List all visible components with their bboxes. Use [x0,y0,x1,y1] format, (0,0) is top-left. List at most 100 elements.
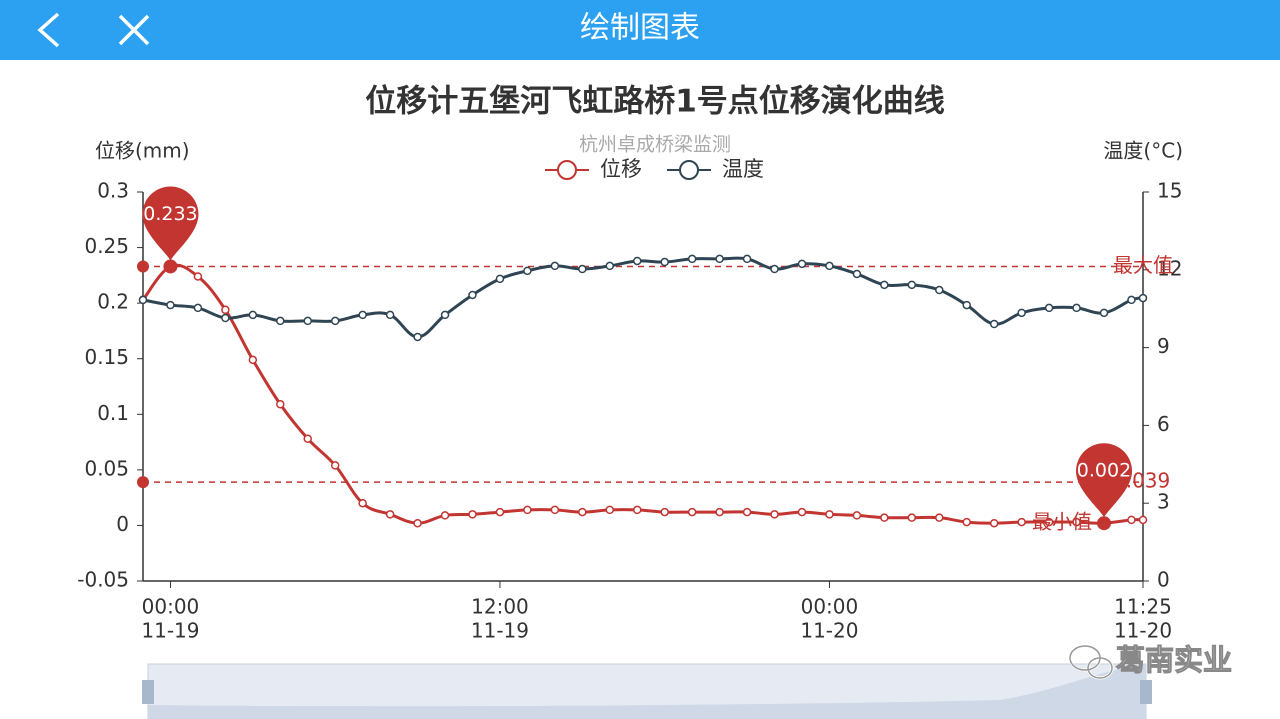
data-point [550,505,560,515]
y-tick-label: 0.05 [84,456,129,480]
data-point [385,310,395,320]
back-button[interactable] [37,12,60,48]
data-point [770,264,779,274]
y-axis-label: 位移(mm) [95,139,190,163]
data-point [770,510,779,519]
data-point [1127,295,1136,305]
y2-tick-label: 9 [1157,334,1170,358]
data-point [687,254,697,264]
mark-point-pin [142,186,199,261]
watermark-icon [1087,657,1113,679]
x-tick-date: 11-19 [471,619,529,643]
data-point [742,254,752,264]
data-point [495,274,505,284]
data-point [193,303,203,313]
data-point [523,505,532,515]
data-point [276,316,285,326]
data-point [989,518,999,528]
legend-label: 位移 [600,157,642,181]
series-line [141,263,1144,525]
data-point [358,498,367,508]
data-point [468,290,477,300]
data-point [440,511,450,520]
data-point [907,280,917,290]
x-tick-label: 00:00 [801,595,859,619]
data-point [330,316,340,326]
data-point [852,511,862,520]
data-point [495,507,505,517]
data-point [632,256,642,266]
data-point [935,513,944,522]
data-point [385,510,395,519]
data-point [825,510,834,519]
legend-marker [679,160,699,180]
data-point [1138,515,1148,525]
chart-subtitle: 杭州卓成桥梁监测 [579,134,731,156]
data-point [1044,517,1054,527]
data-point [797,259,807,269]
data-point [413,332,422,342]
data-point [330,461,340,470]
data-point [935,285,944,295]
data-point [550,261,560,271]
close-button[interactable] [118,14,150,46]
data-point [1138,293,1148,303]
data-point [413,518,422,528]
watermark-text: 葛南实业 [1116,643,1232,677]
data-point [1072,517,1081,527]
data-point [715,507,724,517]
data-point [1099,308,1109,318]
page-title: 绘制图表 [580,11,700,46]
chart-title: 位移计五堡河飞虹路桥1号点位移演化曲线 [365,84,945,120]
top-bar [0,0,1280,60]
y-tick-label: 0.3 [97,179,129,203]
data-point [1017,517,1026,527]
data-point [248,355,258,365]
data-zoom[interactable] [142,663,1152,719]
zoom-shadow [148,664,1146,719]
data-point [440,310,450,320]
data-point [687,507,697,517]
y-tick-label: 0.25 [84,234,129,258]
data-point [221,305,230,315]
data-point [962,517,971,527]
data-point [1017,308,1026,318]
mark-point-pin [1076,443,1133,518]
mark-point-value: 0.233 [143,203,197,225]
data-point [468,510,477,519]
mark-point-value: 0.002 [1077,460,1131,482]
data-point [880,280,889,290]
data-point [962,300,971,310]
x-tick-label: 11:25 [1114,595,1172,619]
legend-marker [557,160,577,180]
x-tick-label: 00:00 [142,595,200,619]
zoom-handle[interactable] [142,680,154,704]
data-point [880,513,889,522]
data-point [660,507,669,517]
y-tick-label: 0 [116,512,129,536]
data-point [303,434,312,443]
mark-line-start [137,476,149,489]
data-point [1127,515,1136,525]
data-point [138,295,148,305]
legend-label: 温度 [722,157,764,181]
y-tick-label: 0.1 [97,401,129,425]
data-point [907,513,917,522]
mark-point-dot [1097,516,1112,531]
data-point [166,300,175,310]
y2-axis-label: 温度(°C) [1103,139,1183,163]
data-point [358,310,367,320]
data-point [660,257,669,267]
data-point [715,254,724,264]
zoom-handle[interactable] [1140,680,1152,704]
data-point [221,313,230,323]
data-point [797,507,807,517]
data-point [303,316,312,326]
data-point [742,507,752,517]
data-point [193,272,203,281]
y2-tick-label: 0 [1157,568,1170,592]
y-tick-label: 0.15 [84,345,129,369]
x-tick-date: 11-20 [800,619,858,643]
data-point [989,319,999,329]
data-point [1044,303,1054,313]
